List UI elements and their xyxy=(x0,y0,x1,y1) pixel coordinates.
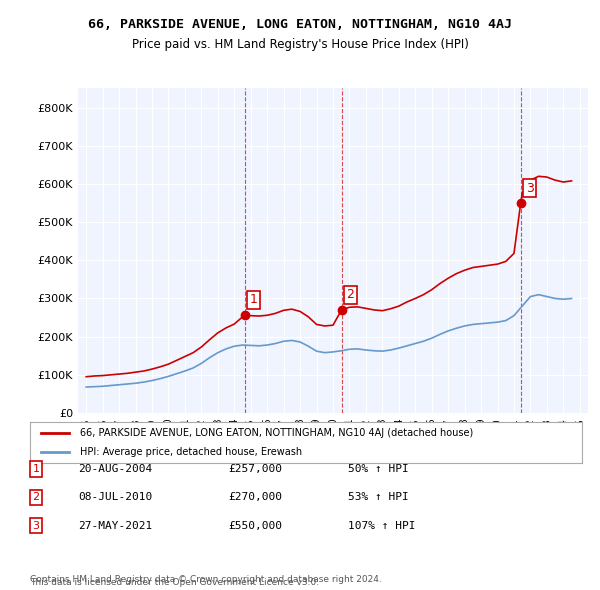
Text: 1: 1 xyxy=(250,293,257,306)
Text: 1: 1 xyxy=(32,464,40,474)
Text: 2: 2 xyxy=(32,493,40,502)
Text: 66, PARKSIDE AVENUE, LONG EATON, NOTTINGHAM, NG10 4AJ: 66, PARKSIDE AVENUE, LONG EATON, NOTTING… xyxy=(88,18,512,31)
Text: 3: 3 xyxy=(32,521,40,530)
Text: 53% ↑ HPI: 53% ↑ HPI xyxy=(348,493,409,502)
Text: 2: 2 xyxy=(346,289,355,301)
Text: 107% ↑ HPI: 107% ↑ HPI xyxy=(348,521,415,530)
Text: £270,000: £270,000 xyxy=(228,493,282,502)
Text: £550,000: £550,000 xyxy=(228,521,282,530)
Text: 20-AUG-2004: 20-AUG-2004 xyxy=(78,464,152,474)
Text: HPI: Average price, detached house, Erewash: HPI: Average price, detached house, Erew… xyxy=(80,447,302,457)
Text: 66, PARKSIDE AVENUE, LONG EATON, NOTTINGHAM, NG10 4AJ (detached house): 66, PARKSIDE AVENUE, LONG EATON, NOTTING… xyxy=(80,428,473,438)
Text: This data is licensed under the Open Government Licence v3.0.: This data is licensed under the Open Gov… xyxy=(30,578,319,587)
Text: £257,000: £257,000 xyxy=(228,464,282,474)
Text: 08-JUL-2010: 08-JUL-2010 xyxy=(78,493,152,502)
Text: 50% ↑ HPI: 50% ↑ HPI xyxy=(348,464,409,474)
Text: 3: 3 xyxy=(526,182,533,195)
Text: Contains HM Land Registry data © Crown copyright and database right 2024.: Contains HM Land Registry data © Crown c… xyxy=(30,575,382,584)
Text: 27-MAY-2021: 27-MAY-2021 xyxy=(78,521,152,530)
Text: Price paid vs. HM Land Registry's House Price Index (HPI): Price paid vs. HM Land Registry's House … xyxy=(131,38,469,51)
